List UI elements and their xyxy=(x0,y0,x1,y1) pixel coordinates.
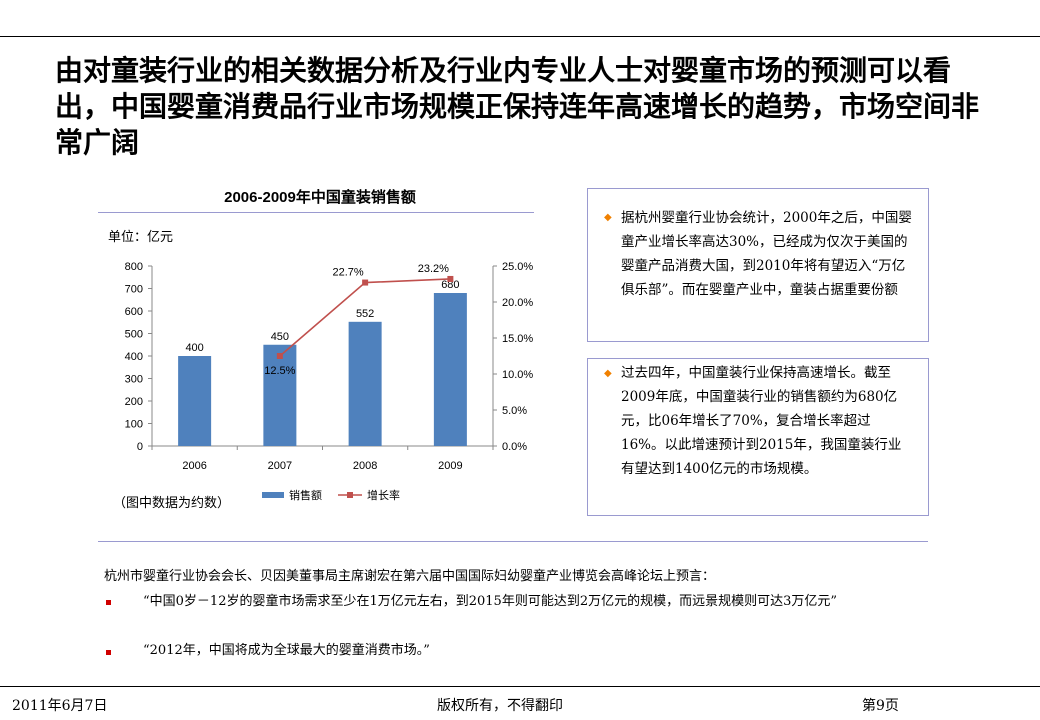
bar-2008 xyxy=(348,321,382,446)
legend-line-label: 增长率 xyxy=(367,488,400,502)
chart-title-rule xyxy=(98,212,534,213)
bar-2009 xyxy=(433,293,467,446)
left-tick-label: 300 xyxy=(125,374,143,386)
bar-2006 xyxy=(178,356,212,446)
x-tick-label: 2006 xyxy=(182,460,206,472)
right-tick-label: 15.0% xyxy=(502,333,533,345)
section-divider xyxy=(98,541,928,542)
footer-copyright: 版权所有，不得翻印 xyxy=(437,698,563,714)
quote-item-1: “中国0岁－12岁的婴童市场需求至少在1万亿元左右，到2015年则可能达到2万亿… xyxy=(143,594,838,609)
bar-2007 xyxy=(263,344,297,446)
growth-point-2007 xyxy=(276,353,283,359)
growth-data-label: 12.5% xyxy=(264,365,295,377)
red-square-bullet-icon xyxy=(106,650,111,655)
quote-item-2: “2012年，中国将成为全球最大的婴童消费市场。” xyxy=(143,643,430,658)
right-tick-label: 20.0% xyxy=(502,297,533,309)
growth-point-2009 xyxy=(447,275,454,282)
x-tick-label: 2009 xyxy=(438,460,462,472)
legend-line-marker xyxy=(347,492,353,498)
growth-box: ◆ 过去四年，中国童装行业保持高速增长。截至2009年底，中国童装行业的销售额约… xyxy=(587,358,929,516)
x-tick-label: 2008 xyxy=(353,460,377,472)
stats-box-text: 据杭州婴童行业协会统计，2000年之后，中国婴童产业增长率高达30%，已经成为仅… xyxy=(621,210,912,298)
bar-data-label: 552 xyxy=(356,308,374,320)
legend-bar-label: 销售额 xyxy=(289,488,322,502)
legend-bar-swatch xyxy=(262,492,284,498)
bar-data-label: 680 xyxy=(441,279,459,291)
footer-page-number: 第9页 xyxy=(862,698,899,714)
footer-date: 2011年6月7日 xyxy=(12,698,108,714)
left-tick-label: 700 xyxy=(125,284,143,296)
left-tick-label: 800 xyxy=(125,261,143,273)
right-tick-label: 25.0% xyxy=(502,261,533,273)
right-tick-label: 0.0% xyxy=(502,441,527,453)
right-tick-label: 10.0% xyxy=(502,369,533,381)
growth-box-text: 过去四年，中国童装行业保持高速增长。截至2009年底，中国童装行业的销售额约为6… xyxy=(621,365,902,477)
stats-box: ◆ 据杭州婴童行业协会统计，2000年之后，中国婴童产业增长率高达30%，已经成… xyxy=(587,188,929,342)
growth-data-label: 22.7% xyxy=(333,267,364,279)
bar-data-label: 450 xyxy=(271,331,289,343)
growth-point-2008 xyxy=(362,279,369,286)
slide-headline: 由对童装行业的相关数据分析及行业内专业人士对婴童市场的预测可以看出，中国婴童消费… xyxy=(55,54,980,159)
chart-unit-label: 单位：亿元 xyxy=(108,230,174,245)
bar-data-label: 400 xyxy=(185,342,203,354)
orange-diamond-icon: ◆ xyxy=(604,368,612,379)
red-square-bullet-icon xyxy=(106,600,111,605)
chart-title: 2006-2009年中国童装销售额 xyxy=(224,189,416,206)
top-rule xyxy=(0,36,1040,37)
chart-note: （图中数据为约数） xyxy=(113,496,231,511)
left-tick-label: 500 xyxy=(125,329,143,341)
sales-chart: 0 100 200 300 400 500 600 700 800 0.0% 5.0% 10.0% 15… xyxy=(125,261,534,502)
quote-intro: 杭州市婴童行业协会会长、贝因美董事局主席谢宏在第六届中国国际妇幼婴童产业博览会高… xyxy=(104,569,716,584)
right-tick-label: 5.0% xyxy=(502,405,527,417)
left-tick-label: 400 xyxy=(125,351,143,363)
footer-rule xyxy=(0,686,1040,687)
orange-diamond-icon: ◆ xyxy=(604,212,612,223)
left-tick-label: 0 xyxy=(137,441,143,453)
x-tick-label: 2007 xyxy=(268,460,292,472)
left-tick-label: 200 xyxy=(125,396,143,408)
left-tick-label: 600 xyxy=(125,306,143,318)
left-tick-label: 100 xyxy=(125,419,143,431)
growth-data-label: 23.2% xyxy=(418,263,449,275)
